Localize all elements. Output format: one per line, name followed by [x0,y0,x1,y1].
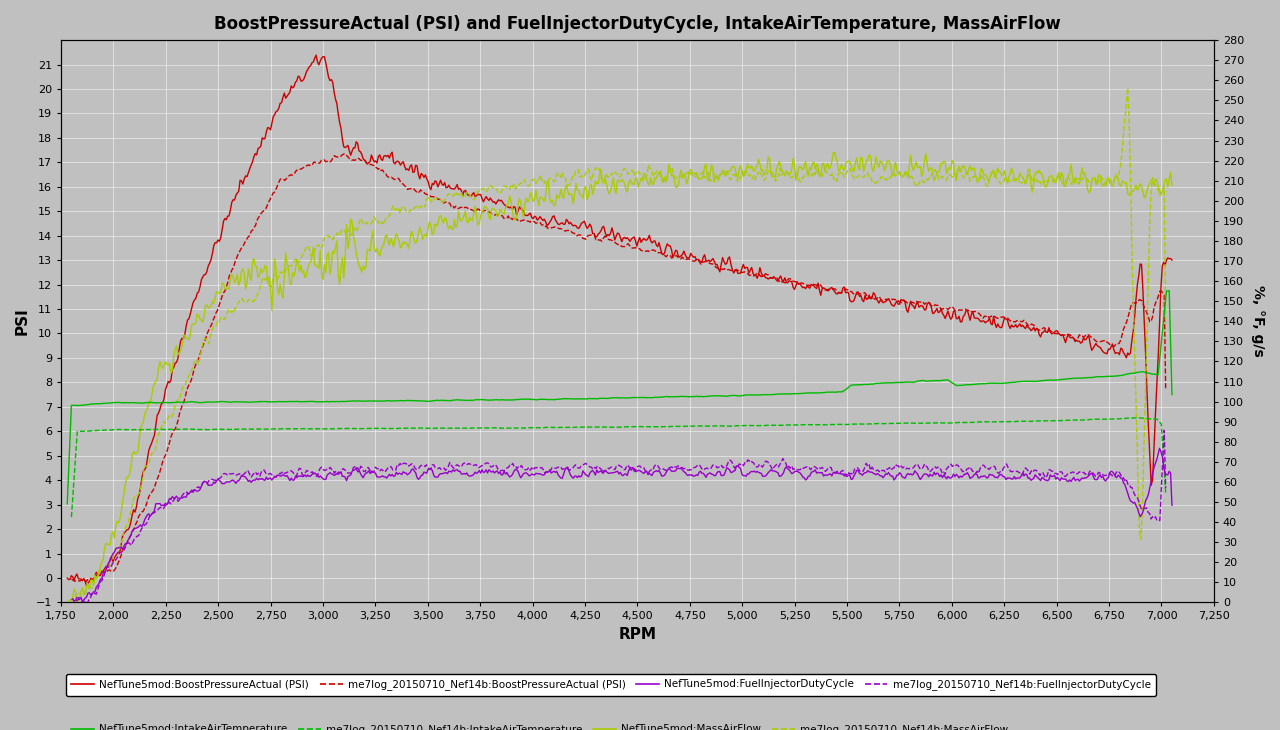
X-axis label: RPM: RPM [618,627,657,642]
Y-axis label: PSI: PSI [15,307,29,335]
Y-axis label: %, °F, g/s: %, °F, g/s [1251,285,1265,357]
Legend: NefTune5mod:IntakeAirTemperature, me7log_20150710_Nef14b:IntakeAirTemperature, N: NefTune5mod:IntakeAirTemperature, me7log… [67,719,1012,730]
Title: BoostPressureActual (PSI) and FuelInjectorDutyCycle, IntakeAirTemperature, MassA: BoostPressureActual (PSI) and FuelInject… [214,15,1061,33]
